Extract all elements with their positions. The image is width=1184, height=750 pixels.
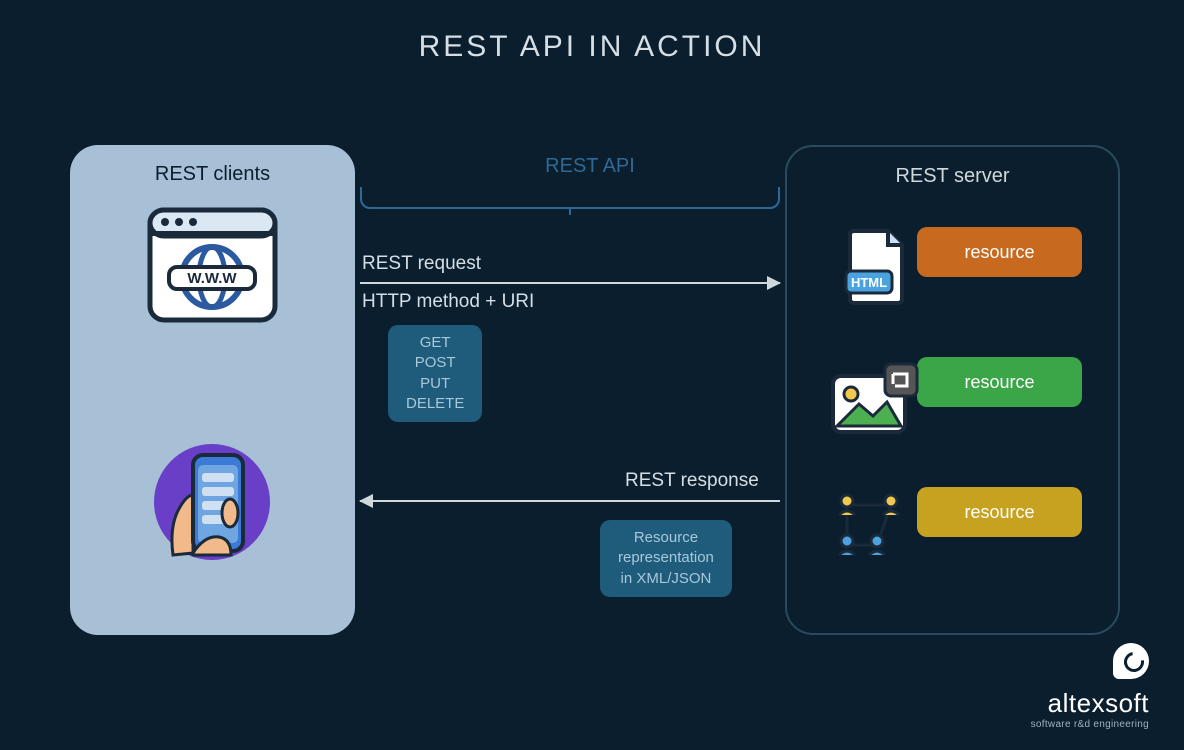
html-file-icon: HTML: [842, 227, 912, 307]
logo-mark-icon: [1113, 643, 1149, 679]
brand-logo: altexsoft software r&d engineering: [1031, 643, 1149, 730]
method-delete: DELETE: [406, 394, 464, 414]
method-post: POST: [406, 353, 464, 373]
server-title: REST server: [787, 147, 1118, 188]
response-arrow: [360, 500, 780, 502]
response-label: REST response: [625, 470, 759, 492]
svg-text:HTML: HTML: [851, 275, 887, 290]
diagram-title: REST API IN ACTION: [0, 0, 1184, 64]
method-put: PUT: [406, 374, 464, 394]
api-label: REST API: [465, 155, 715, 178]
server-panel: REST server resource HTML resource resou…: [785, 145, 1120, 635]
diagram-canvas: REST clients W.W.W REST API: [70, 145, 1120, 655]
clients-title: REST clients: [70, 145, 355, 186]
logo-tagline: software r&d engineering: [1031, 719, 1149, 730]
rep-line-3: in XML/JSON: [618, 569, 714, 589]
resource-chip-image: resource: [917, 357, 1082, 407]
clients-panel: REST clients W.W.W: [70, 145, 355, 635]
svg-text:W.W.W: W.W.W: [187, 270, 237, 287]
rep-line-2: representation: [618, 548, 714, 568]
resource-chip-people: resource: [917, 487, 1082, 537]
method-get: GET: [406, 333, 464, 353]
rep-line-1: Resource: [618, 528, 714, 548]
people-network-icon: [827, 487, 917, 567]
phone-hand-icon: [145, 435, 280, 570]
image-file-icon: [827, 362, 922, 437]
resource-chip-html: resource: [917, 227, 1082, 277]
resource-label: resource: [964, 372, 1034, 393]
logo-name: altexsoft: [1031, 688, 1149, 719]
resource-label: resource: [964, 502, 1034, 523]
browser-icon: W.W.W: [145, 205, 280, 325]
http-methods-box: GET POST PUT DELETE: [388, 325, 482, 422]
request-label: REST request: [362, 253, 481, 275]
api-bracket: [360, 187, 780, 209]
representation-box: Resource representation in XML/JSON: [600, 520, 732, 597]
request-arrow: [360, 282, 780, 284]
resource-label: resource: [964, 242, 1034, 263]
method-label: HTTP method + URI: [362, 291, 534, 313]
